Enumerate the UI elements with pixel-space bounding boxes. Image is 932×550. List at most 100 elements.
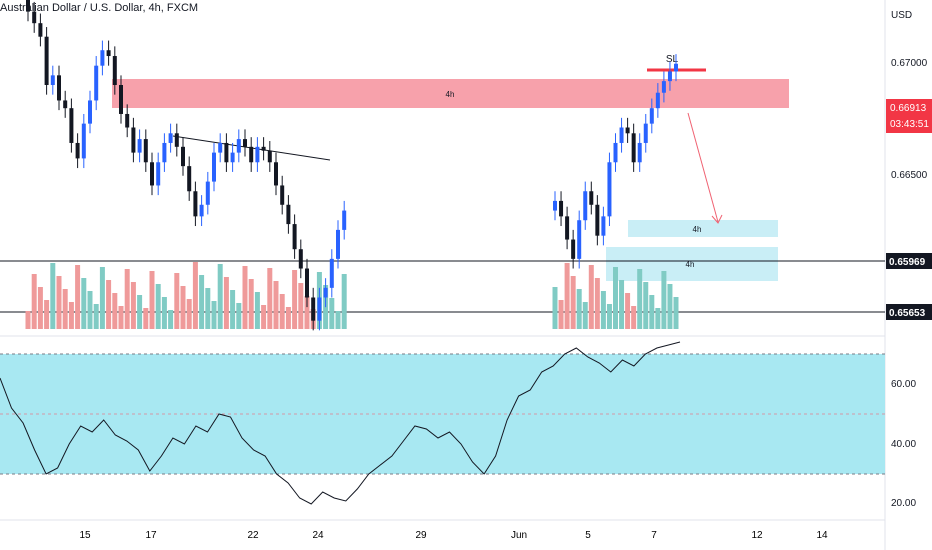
level-value-2: 0.65653 <box>889 308 926 319</box>
time-tick-5: 29 <box>415 530 427 541</box>
volume-bar <box>298 283 304 329</box>
time-tick-9: 12 <box>751 530 763 541</box>
candle-body <box>26 0 30 12</box>
volume-bar <box>25 311 31 329</box>
candle-body <box>589 191 594 205</box>
candle-body <box>75 142 80 159</box>
volume-bar <box>254 292 260 329</box>
level-value-1: 0.65969 <box>889 257 926 268</box>
candle-body <box>150 162 154 186</box>
chart-title: Australian Dollar / U.S. Dollar, 4h, FXC… <box>0 2 199 14</box>
volume-bar <box>673 297 679 329</box>
current-price-badge <box>886 99 932 133</box>
volume-bar <box>285 307 291 329</box>
candle-body <box>125 113 130 128</box>
candle-body <box>607 162 612 217</box>
volume-bar <box>211 301 217 329</box>
volume-bar <box>118 306 124 329</box>
time-tick-8: 7 <box>651 530 657 541</box>
currency-label: USD <box>891 10 913 21</box>
candle-body <box>674 63 678 72</box>
candle-body <box>298 249 303 269</box>
candle-body <box>199 204 204 217</box>
candle-body <box>336 229 340 259</box>
volume-bar <box>130 282 136 329</box>
candle-body <box>38 23 43 37</box>
volume-bar <box>643 282 649 329</box>
candle-body <box>50 75 55 85</box>
candle-body <box>32 11 37 24</box>
candle-body <box>212 152 216 182</box>
candle-body <box>342 210 347 230</box>
candle-body <box>181 146 185 167</box>
volume-bar <box>582 302 588 329</box>
rsi-tick-2: 40.00 <box>891 439 916 450</box>
candle-body <box>57 75 61 101</box>
volume-bar <box>124 269 130 329</box>
volume-bar <box>56 276 62 329</box>
volume-bar <box>606 304 612 329</box>
candle-body <box>131 127 136 153</box>
volume-bar <box>600 291 606 329</box>
support-zone-1-label: 4h <box>693 225 702 234</box>
volume-bar <box>37 287 43 329</box>
volume-bar <box>199 275 205 329</box>
level-badge-2 <box>886 304 932 320</box>
candle-body <box>601 216 606 236</box>
volume-bar <box>87 291 93 329</box>
volume-bar <box>564 263 570 329</box>
volume-bar <box>44 300 50 329</box>
volume-bar <box>99 267 105 329</box>
volume-bar <box>205 288 211 329</box>
candle-body <box>112 56 117 85</box>
volume-bar <box>655 308 661 329</box>
rsi-line <box>0 341 681 505</box>
level-badge-1 <box>886 253 932 269</box>
time-tick-6: Jun <box>511 530 527 541</box>
volume-bar <box>217 264 223 329</box>
candle-body <box>205 181 210 205</box>
candlesticks <box>26 0 678 331</box>
candle-body <box>137 139 142 153</box>
resistance-zone[interactable] <box>112 79 789 108</box>
volume-bar <box>50 263 56 329</box>
rsi-tick-1: 60.00 <box>891 379 916 390</box>
time-tick-1: 15 <box>79 530 91 541</box>
candle-body <box>565 216 570 240</box>
candle-body <box>81 123 86 159</box>
rsi-tick-3: 20.00 <box>891 498 916 509</box>
candle-body <box>619 127 624 143</box>
volume-bar <box>279 294 285 329</box>
volume-bar <box>68 302 74 329</box>
candle-body <box>613 142 618 163</box>
candle-body <box>274 162 278 186</box>
support-zone-1[interactable] <box>628 220 778 237</box>
candle-body <box>292 224 297 250</box>
candle-body <box>230 152 235 163</box>
volume-bar <box>230 290 236 329</box>
volume-bar <box>329 298 335 329</box>
candle-body <box>100 50 105 66</box>
candle-body <box>187 166 192 192</box>
volume-bar <box>143 308 149 329</box>
candle-body <box>156 162 161 186</box>
candle-body <box>595 204 600 236</box>
candle-body <box>559 200 564 217</box>
volume-bar <box>168 310 174 329</box>
support-zone-2[interactable] <box>606 247 778 281</box>
volume-bar <box>304 296 310 329</box>
volume-bar <box>192 262 198 329</box>
time-tick-2: 17 <box>145 530 157 541</box>
candle-body <box>286 204 291 225</box>
volume-bar <box>261 305 267 329</box>
candle-body <box>631 133 636 163</box>
volume-bar <box>236 303 242 329</box>
volume-bar <box>75 265 81 329</box>
candle-body <box>69 108 74 143</box>
projection-arrow[interactable] <box>687 112 719 223</box>
candle-body <box>88 100 92 124</box>
candle-body <box>305 268 309 298</box>
volume-bar <box>137 295 143 329</box>
candle-body <box>329 258 334 288</box>
